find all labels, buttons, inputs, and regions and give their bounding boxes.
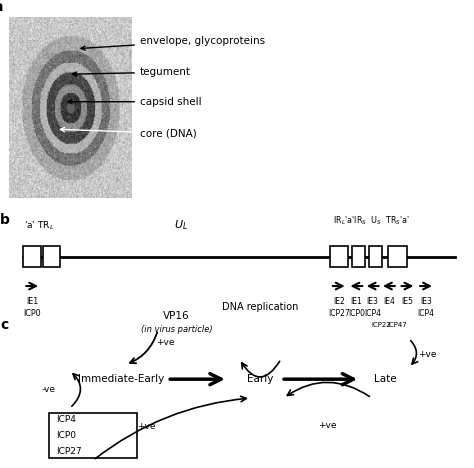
Text: U$_L$: U$_L$ xyxy=(174,218,188,232)
Bar xyxy=(369,246,383,267)
Text: IE3: IE3 xyxy=(420,297,432,306)
Text: +ve: +ve xyxy=(418,350,437,359)
Text: ICP27: ICP27 xyxy=(56,447,82,456)
Bar xyxy=(49,413,137,458)
Text: -ve: -ve xyxy=(42,385,56,394)
Text: IE4: IE4 xyxy=(383,297,395,306)
Text: +ve: +ve xyxy=(137,423,155,431)
Bar xyxy=(23,246,41,267)
Text: ICP47: ICP47 xyxy=(387,322,407,329)
Text: IE1: IE1 xyxy=(350,297,362,306)
Text: ICP4: ICP4 xyxy=(56,416,76,424)
Text: Early: Early xyxy=(247,374,273,384)
Text: IR$_L$'a'IR$_S$  U$_S$  TR$_S$'a': IR$_L$'a'IR$_S$ U$_S$ TR$_S$'a' xyxy=(333,214,410,227)
Text: envelope, glycoproteins: envelope, glycoproteins xyxy=(81,36,265,50)
Text: ICP27: ICP27 xyxy=(328,309,350,318)
Text: ICP0: ICP0 xyxy=(56,431,76,440)
Text: capsid shell: capsid shell xyxy=(68,97,201,107)
Bar xyxy=(352,246,365,267)
Text: b: b xyxy=(0,213,10,227)
Text: core (DNA): core (DNA) xyxy=(60,127,197,138)
Text: c: c xyxy=(0,318,9,332)
Text: VP16: VP16 xyxy=(164,311,190,321)
Bar xyxy=(388,246,407,267)
Text: DNA replication: DNA replication xyxy=(222,302,299,313)
Text: tegument: tegument xyxy=(73,67,191,77)
Text: +ve: +ve xyxy=(319,421,337,430)
Text: IE1: IE1 xyxy=(26,297,38,306)
Text: IE2: IE2 xyxy=(333,297,345,306)
Bar xyxy=(43,246,61,267)
Text: +ve: +ve xyxy=(155,338,174,347)
Text: ICP22: ICP22 xyxy=(371,322,391,329)
Bar xyxy=(49,465,137,468)
Text: (in virus particle): (in virus particle) xyxy=(141,325,212,334)
Text: Immediate-Early: Immediate-Early xyxy=(78,374,164,384)
Text: ICP0: ICP0 xyxy=(348,309,365,318)
Text: IE3: IE3 xyxy=(367,297,379,306)
Bar xyxy=(330,246,348,267)
Text: a: a xyxy=(0,0,3,14)
Text: Late: Late xyxy=(374,374,397,384)
Text: ICP4: ICP4 xyxy=(418,309,435,318)
Text: ICP4: ICP4 xyxy=(364,309,381,318)
Text: 'a' TR$_L$: 'a' TR$_L$ xyxy=(25,219,55,232)
Text: ICP0: ICP0 xyxy=(23,309,41,318)
Text: IE5: IE5 xyxy=(401,297,413,306)
